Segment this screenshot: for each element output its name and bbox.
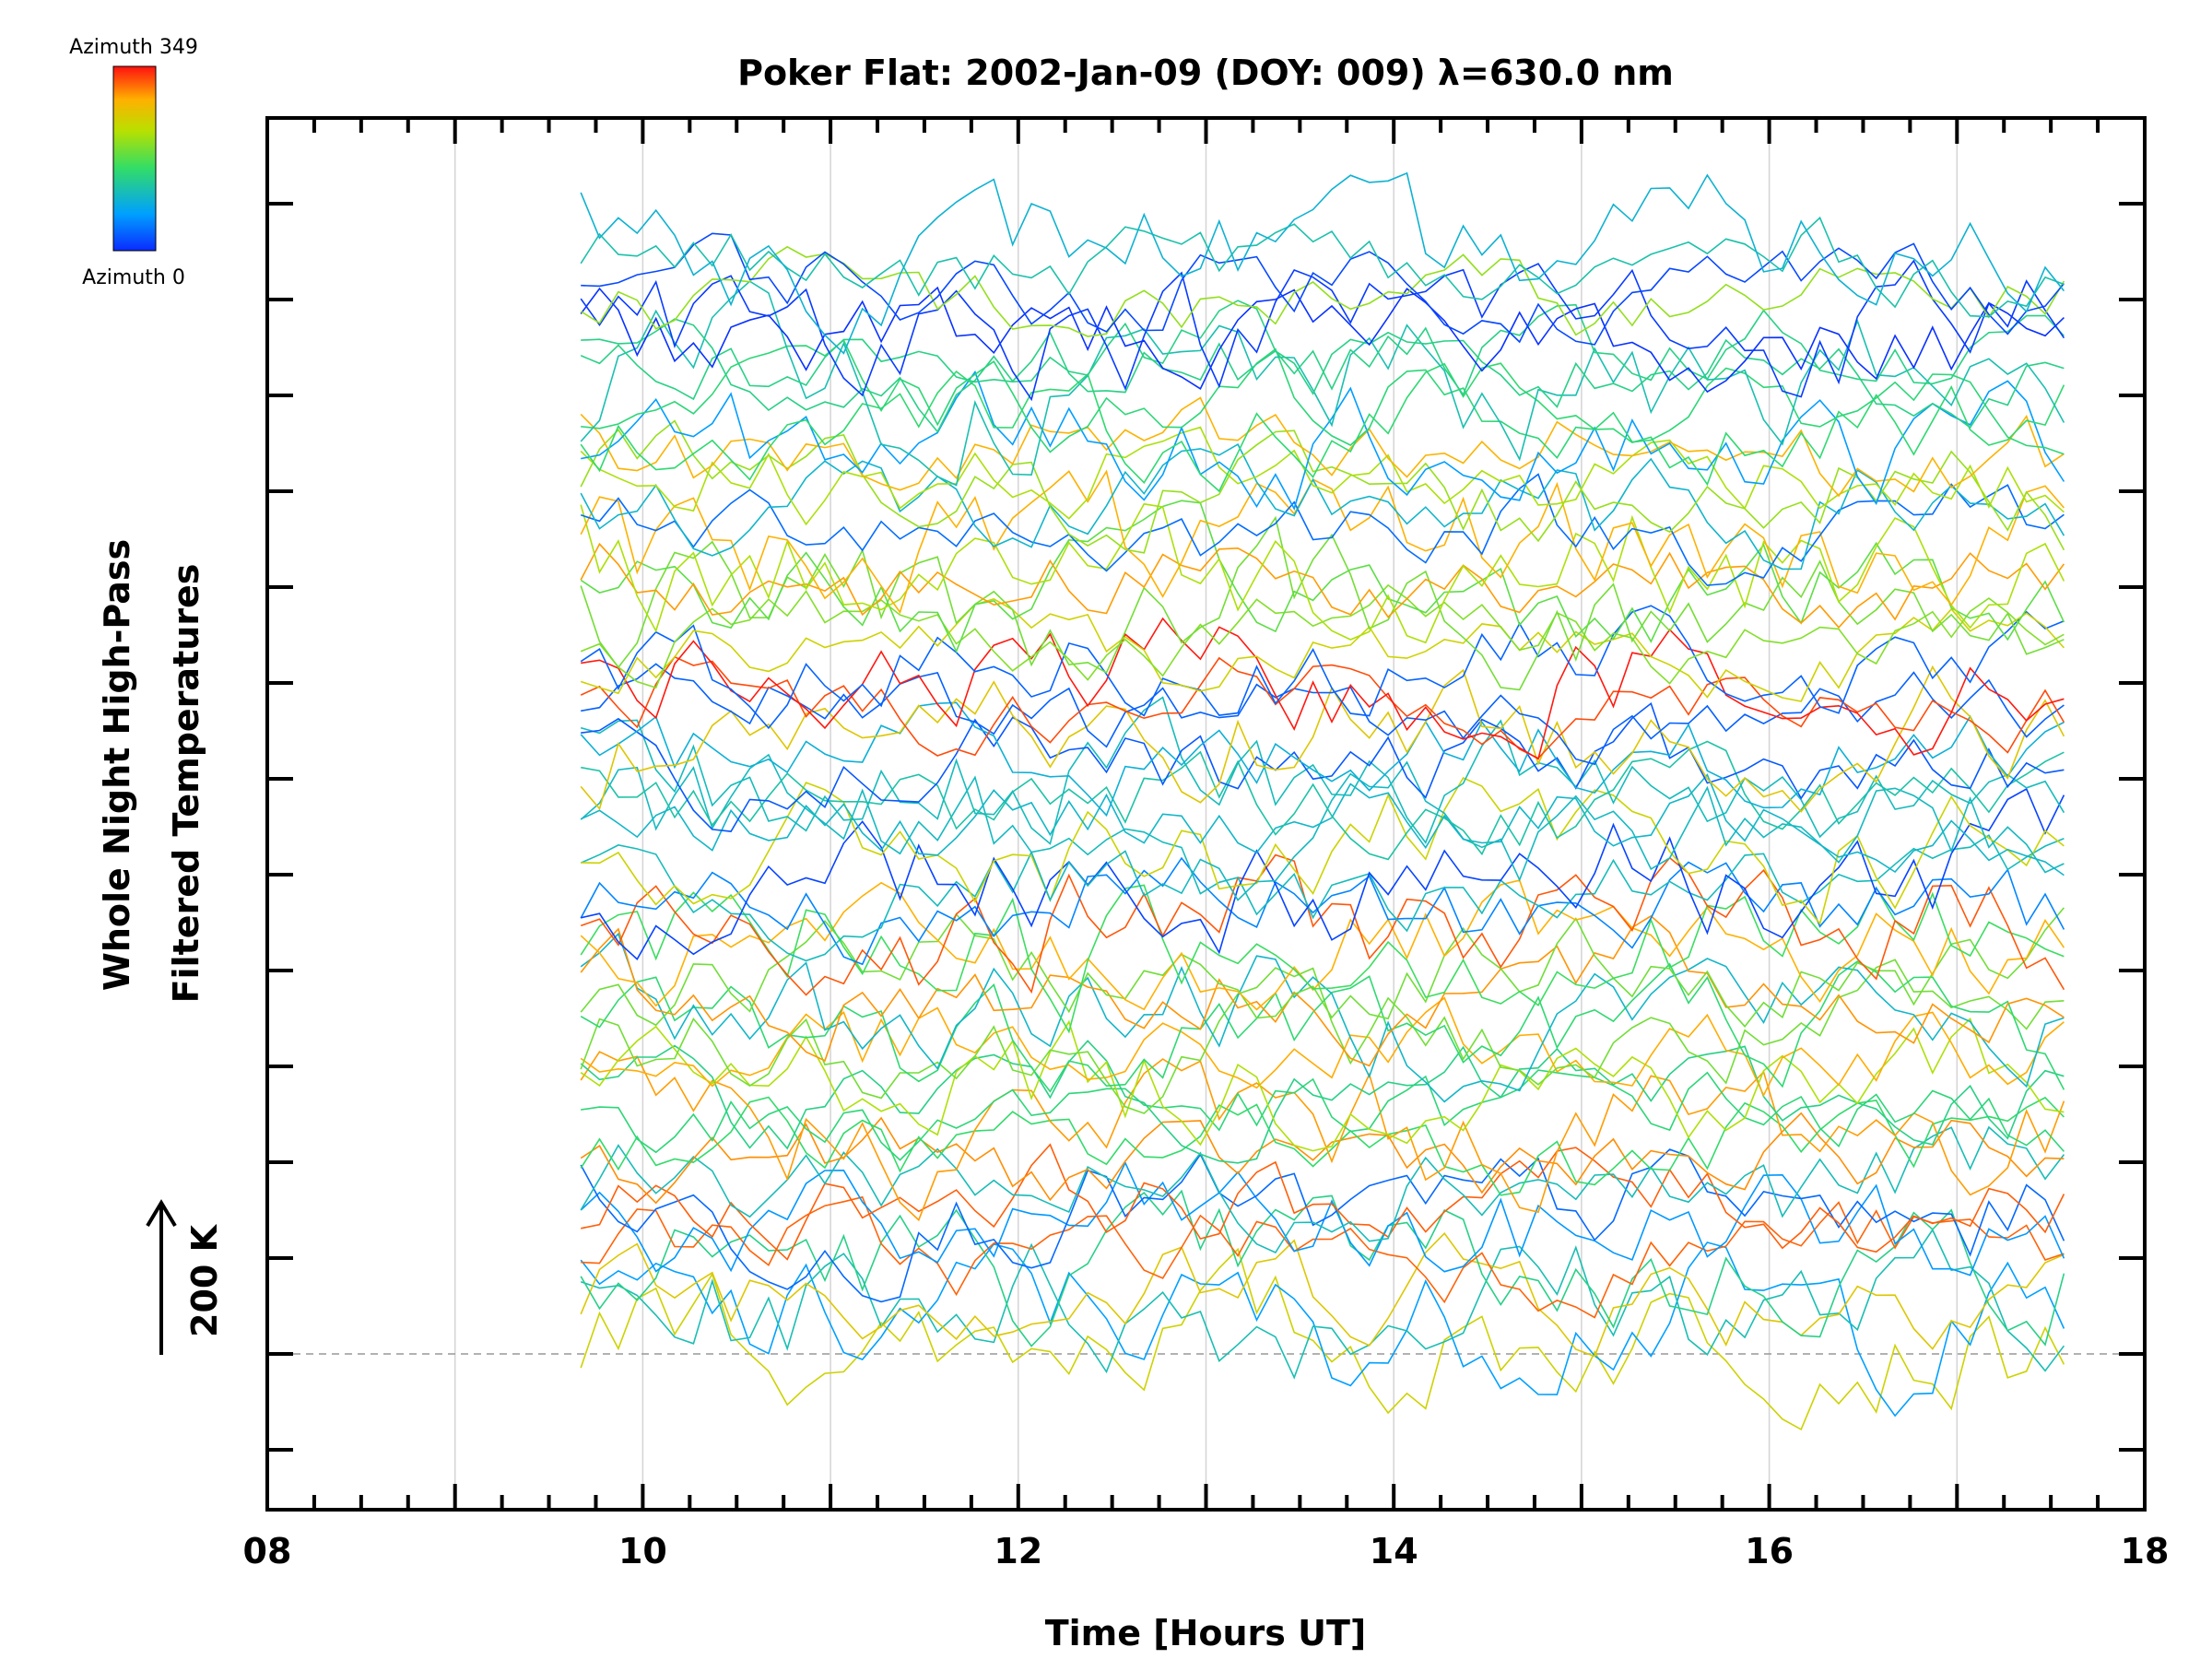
series-line [580,605,2065,730]
series-line [580,1160,2065,1277]
series-line [581,1195,2065,1319]
series-line [581,338,2065,459]
series-line [580,773,2065,877]
series-line [580,502,2065,644]
x-axis-label: Time [Hours UT] [1045,1613,1367,1653]
chart-title: Poker Flat: 2002-Jan-09 (DOY: 009) λ=630… [737,53,1674,93]
x-tick-label-18: 18 [2121,1531,2170,1571]
series-line [580,1017,2065,1152]
series-line [580,1241,2065,1418]
series-line [580,426,2065,526]
series-line [580,1247,2065,1431]
colorbar-top-label: Azimuth 349 [69,36,198,59]
series-line [580,583,2065,689]
series-line [581,740,2065,861]
colorbar-gradient [112,65,157,252]
series-line [581,776,2065,925]
series-line [580,665,2065,813]
series-line [580,879,2065,1011]
series-line [580,959,2065,1114]
series-line [580,300,2065,401]
series-line [581,787,2065,960]
series-line [580,1125,2065,1254]
series-line [581,1143,2065,1261]
series-line [580,286,2065,394]
series-line [580,1040,2065,1164]
series-line [580,442,2065,571]
series-line [581,663,2065,766]
x-tick-label-12: 12 [994,1531,1042,1571]
series-line [580,1051,2065,1222]
series-group [580,171,2065,1431]
series-line [581,232,2065,346]
y-axis-label-line2: Filtered Temperatures [166,564,206,1004]
series-line [580,280,2065,487]
series-line [581,701,2065,832]
series-line [580,907,2065,1028]
series-line [580,171,2065,355]
series-line [581,617,2065,760]
series-line [580,828,2065,962]
series-line [580,245,2065,337]
series-line [580,500,2065,653]
series-line [580,542,2065,629]
series-line [581,370,2065,511]
series-line [580,1231,2065,1358]
series-line [580,396,2065,498]
series-line [580,1228,2065,1380]
series-line [580,853,2065,996]
x-tick-label-14: 14 [1370,1531,1418,1571]
series-line [580,469,2065,615]
axis-ticks [265,118,2147,1510]
series-line [580,1148,2065,1303]
colorbar-bottom-label: Azimuth 0 [82,266,185,289]
scale-arrow [146,1199,177,1355]
series-line [580,419,2065,554]
series-line [580,1189,2065,1347]
series-line [580,996,2065,1098]
scale-label: 200 K [184,1223,225,1337]
x-tick-labels: 08 10 12 14 16 18 [243,1531,2170,1571]
series-line [580,914,2065,1067]
series-line [580,515,2065,691]
series-line [580,362,2065,493]
x-tick-label-16: 16 [1745,1531,1794,1571]
series-line [580,1096,2065,1196]
x-tick-label-10: 10 [618,1531,667,1571]
series-line [580,473,2065,586]
x-tick-label-08: 08 [243,1531,292,1571]
colorbar: Azimuth 349 Azimuth 0 [69,36,198,289]
series-line [580,753,2065,902]
vertical-gridlines [453,118,1959,1510]
series-line [580,598,2065,702]
y-axis-label-line1: Whole Night High-Pass [97,539,137,991]
series-line [580,932,2065,1103]
series-line [580,216,2065,318]
series-line [580,884,2065,1034]
series-line [580,259,2065,402]
